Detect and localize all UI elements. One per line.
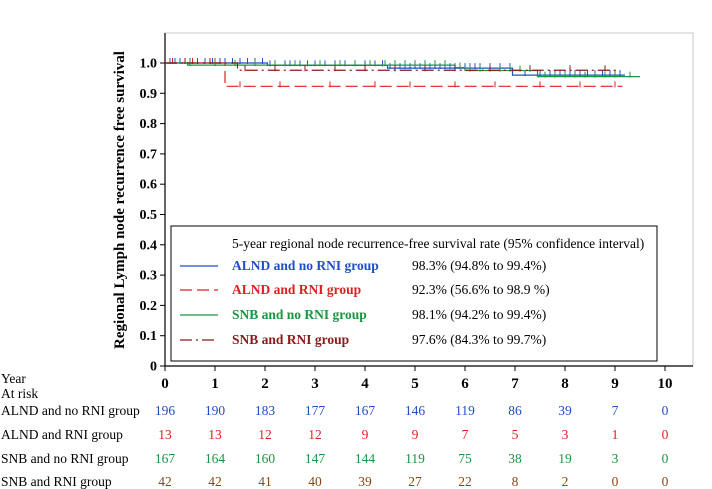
legend-rate: 98.1% (94.2% to 99.4%) <box>412 307 546 322</box>
risk-value: 13 <box>158 427 172 442</box>
risk-value: 39 <box>558 403 572 418</box>
risk-header-at-risk: At risk <box>1 386 38 401</box>
x-tick-label: 7 <box>511 376 519 392</box>
y-tick-label: 1.0 <box>140 57 158 72</box>
risk-value: 7 <box>612 403 619 418</box>
risk-value: 144 <box>355 451 376 466</box>
risk-value: 22 <box>458 474 472 489</box>
risk-value: 19 <box>558 451 572 466</box>
legend-rate: 92.3% (56.6% to 98.9 %) <box>412 282 550 297</box>
risk-value: 146 <box>405 403 426 418</box>
risk-row-label: SNB and RNI group <box>1 474 112 489</box>
risk-value: 0 <box>662 427 669 442</box>
legend-box <box>170 225 658 362</box>
survival-curves <box>165 58 640 88</box>
y-axis-label: Regional Lymph node recurrence free surv… <box>112 51 128 349</box>
risk-value: 167 <box>355 403 376 418</box>
risk-value: 13 <box>208 427 222 442</box>
x-tick-label: 1 <box>211 376 219 392</box>
risk-row-label: ALND and RNI group <box>1 427 123 442</box>
y-tick-label: 0.6 <box>140 178 158 193</box>
risk-value: 164 <box>205 451 226 466</box>
legend-rate: 98.3% (94.8% to 99.4%) <box>412 258 546 273</box>
risk-value: 12 <box>258 427 272 442</box>
risk-row-label: ALND and no RNI group <box>1 403 140 418</box>
risk-value: 7 <box>462 427 469 442</box>
risk-value: 42 <box>208 474 222 489</box>
risk-value: 0 <box>662 403 669 418</box>
x-tick-label: 5 <box>411 376 419 392</box>
risk-value: 9 <box>362 427 369 442</box>
series-group <box>165 58 618 72</box>
risk-value: 9 <box>412 427 419 442</box>
risk-value: 183 <box>255 403 276 418</box>
y-tick-label: 0 <box>150 360 157 375</box>
series-line <box>165 62 618 71</box>
legend-title: 5-year regional node recurrence-free sur… <box>232 236 644 251</box>
y-tick-label: 0.8 <box>140 117 158 132</box>
y-tick-label: 0.5 <box>140 208 158 223</box>
y-tick-label: 0.7 <box>140 147 158 162</box>
risk-value: 0 <box>662 451 669 466</box>
series-line <box>165 62 623 87</box>
risk-row-label: SNB and no RNI group <box>1 451 129 466</box>
x-tick-label: 2 <box>261 376 269 392</box>
risk-value: 167 <box>155 451 176 466</box>
legend-rate: 97.6% (84.3% to 99.7%) <box>412 332 546 347</box>
risk-value: 75 <box>458 451 472 466</box>
risk-value: 41 <box>258 474 272 489</box>
x-tick-label: 10 <box>658 376 673 392</box>
series-group <box>165 60 640 78</box>
risk-value: 177 <box>305 403 326 418</box>
risk-value: 40 <box>308 474 322 489</box>
axes: 0 0.1 0.2 0.3 0.4 0.5 0.6 0.7 0.8 0.9 1.0 0 1 2 3 4 5 6 7 8… <box>112 32 694 392</box>
legend-label: ALND and no RNI group <box>232 258 379 273</box>
risk-value: 27 <box>408 474 422 489</box>
y-tick-label: 0.4 <box>140 238 158 253</box>
risk-value: 42 <box>158 474 172 489</box>
series-line <box>165 62 625 76</box>
risk-value: 160 <box>255 451 276 466</box>
risk-value: 147 <box>305 451 326 466</box>
risk-value: 119 <box>405 451 425 466</box>
legend-label: SNB and no RNI group <box>232 307 367 322</box>
y-tick-label: 0.3 <box>140 269 158 284</box>
legend-label: SNB and RNI group <box>232 332 349 347</box>
risk-value: 1 <box>612 427 619 442</box>
x-tick-label: 0 <box>161 376 169 392</box>
legend-label: ALND and RNI group <box>232 282 361 297</box>
x-tick-label: 6 <box>461 376 469 392</box>
risk-value: 3 <box>612 451 619 466</box>
risk-value: 0 <box>662 474 669 489</box>
y-tick-label: 0.2 <box>140 299 158 314</box>
risk-value: 8 <box>512 474 519 489</box>
risk-value: 0 <box>612 474 619 489</box>
risk-value: 196 <box>155 403 176 418</box>
risk-value: 2 <box>562 474 569 489</box>
risk-value: 86 <box>508 403 522 418</box>
x-tick-label: 8 <box>561 376 569 392</box>
risk-value: 39 <box>358 474 372 489</box>
risk-value: 12 <box>308 427 322 442</box>
risk-value: 3 <box>562 427 569 442</box>
risk-header-year: Year <box>1 371 26 386</box>
x-tick-label: 4 <box>361 376 369 392</box>
x-tick-label: 3 <box>311 376 319 392</box>
y-tick-label: 0.9 <box>140 87 158 102</box>
risk-value: 5 <box>512 427 519 442</box>
risk-value: 190 <box>205 403 226 418</box>
y-tick-label: 0.1 <box>140 329 158 344</box>
legend: 5-year regional node recurrence-free sur… <box>170 225 658 362</box>
risk-value: 119 <box>455 403 475 418</box>
risk-value: 38 <box>508 451 522 466</box>
x-tick-label: 9 <box>611 376 619 392</box>
